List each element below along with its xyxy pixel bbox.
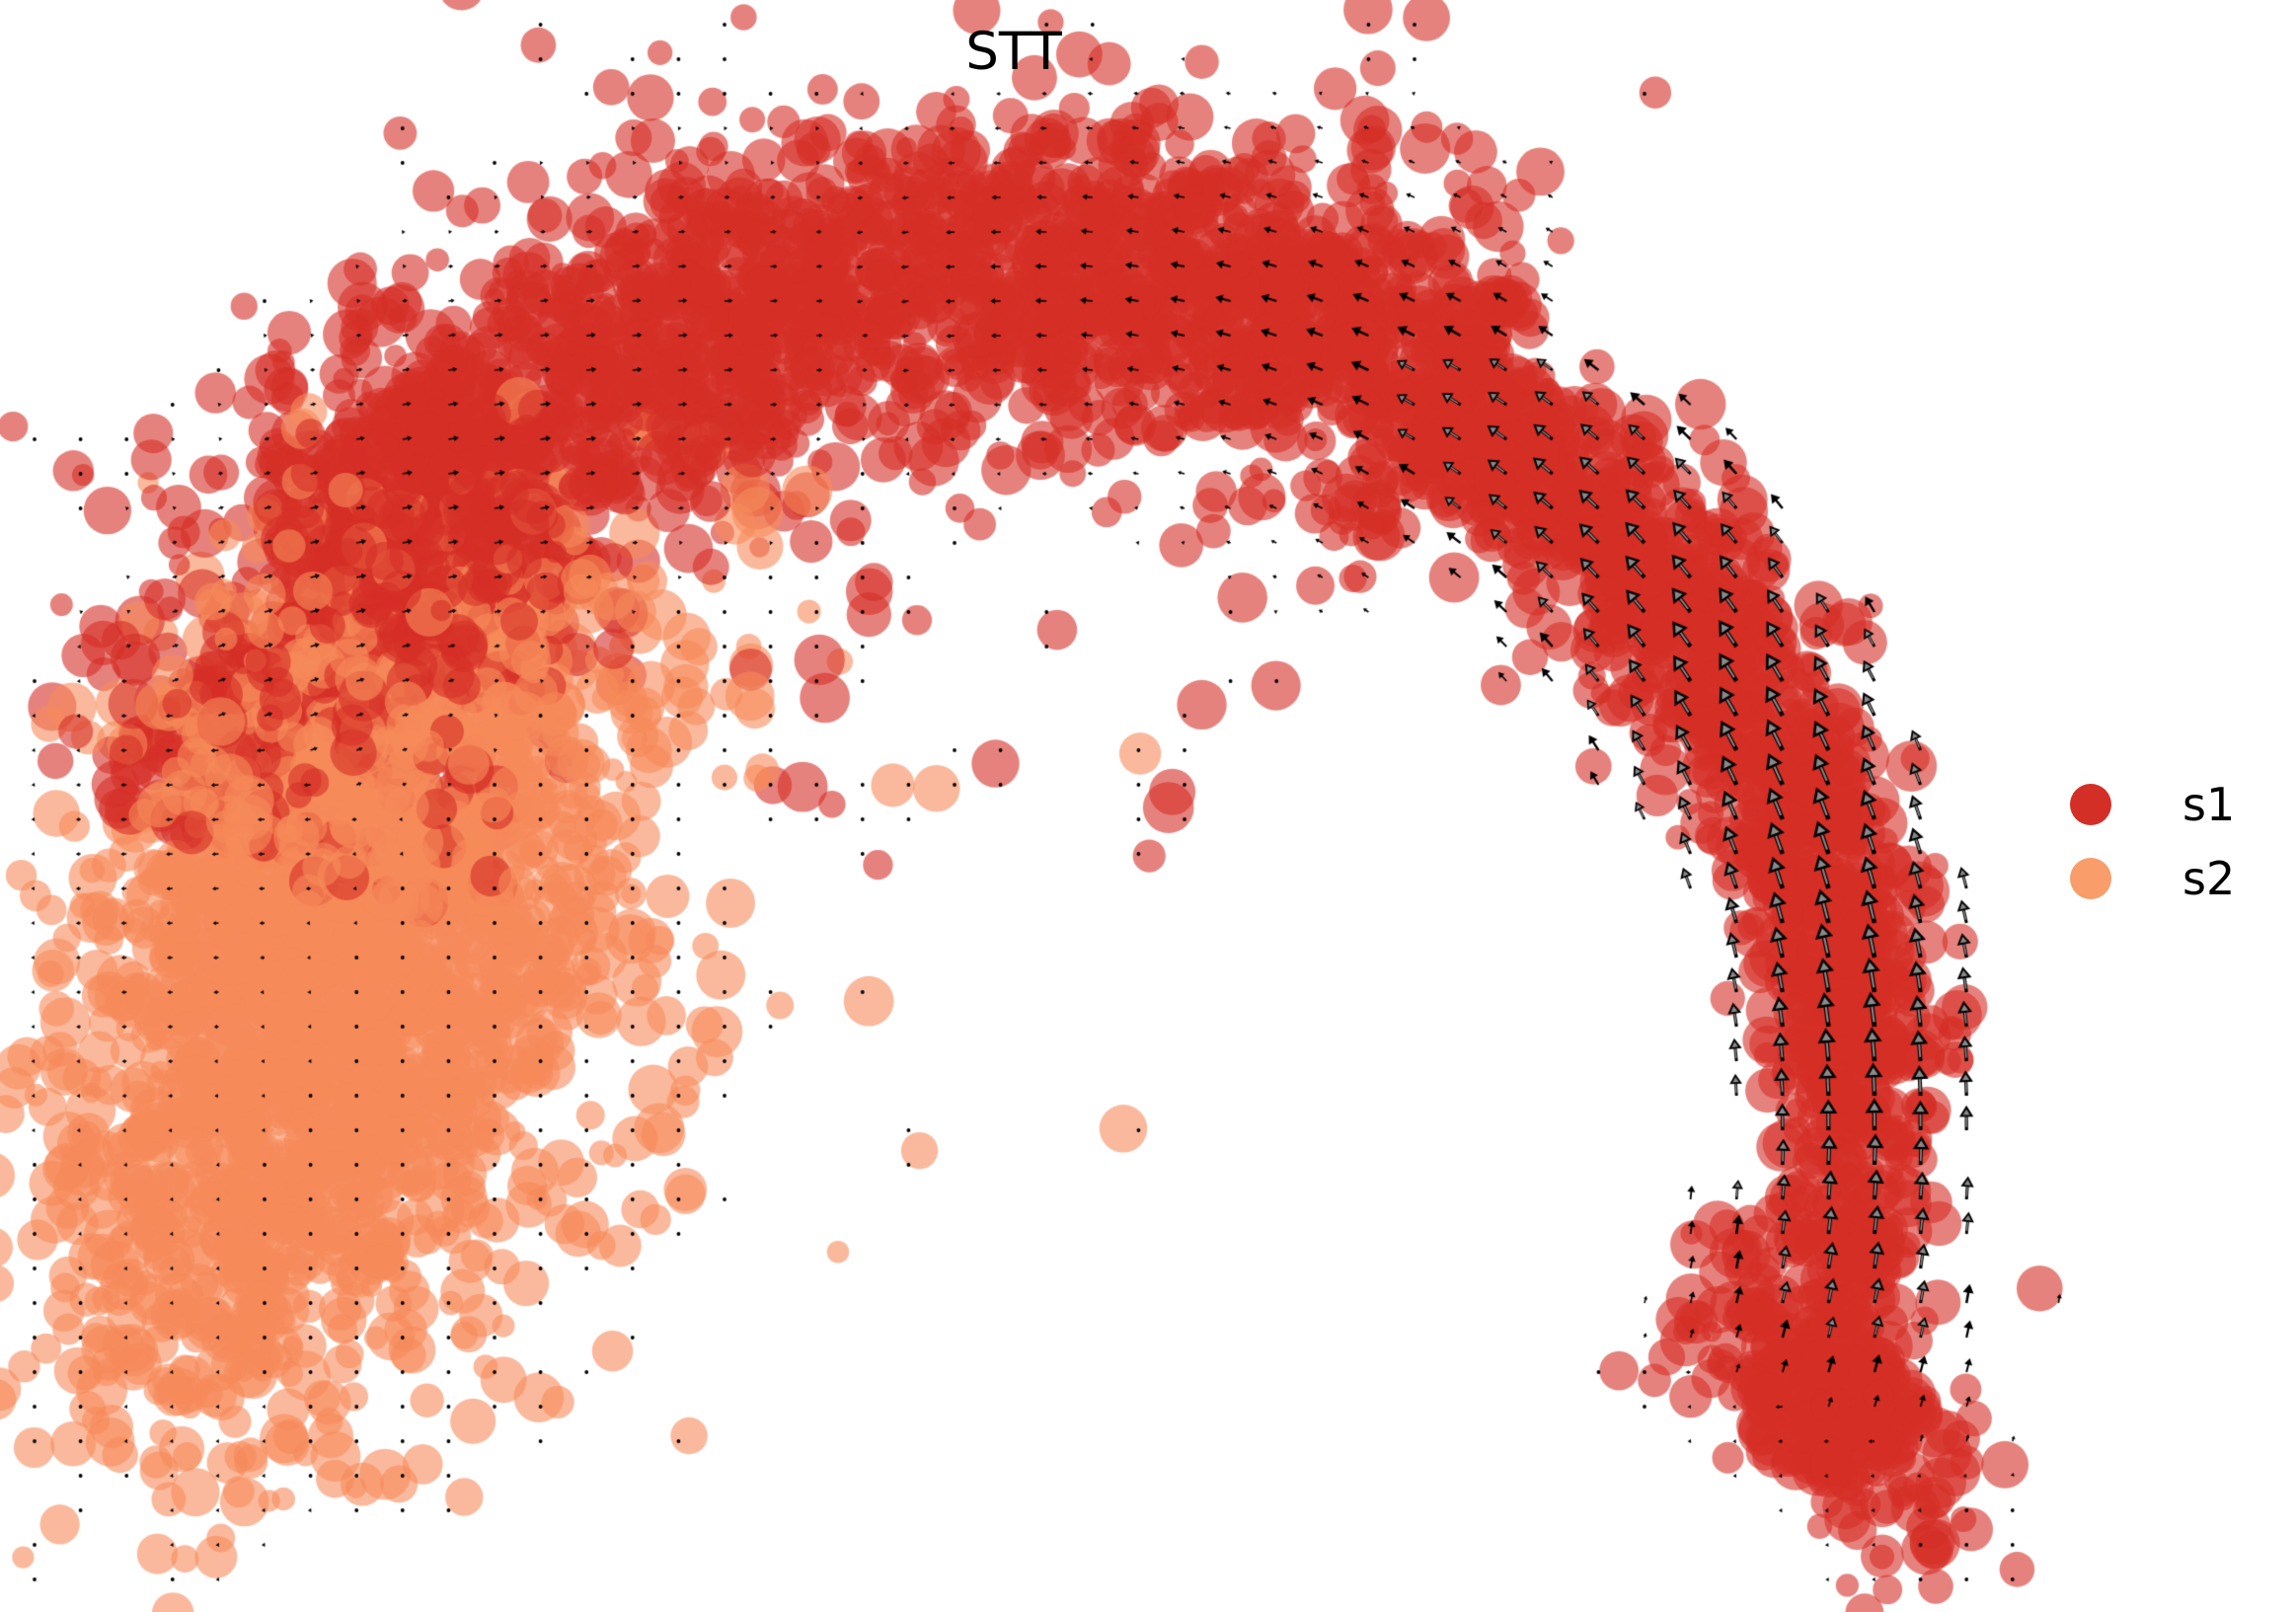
legend: s1 s2 (2070, 782, 2235, 901)
legend-item-s2: s2 (2070, 856, 2235, 901)
chart-title: STT (965, 22, 1062, 82)
legend-item-s1: s1 (2070, 782, 2235, 827)
legend-label-s1: s1 (2182, 778, 2236, 831)
legend-swatch-s2 (2070, 858, 2111, 899)
legend-label-s2: s2 (2182, 852, 2236, 905)
legend-swatch-s1 (2070, 784, 2111, 825)
